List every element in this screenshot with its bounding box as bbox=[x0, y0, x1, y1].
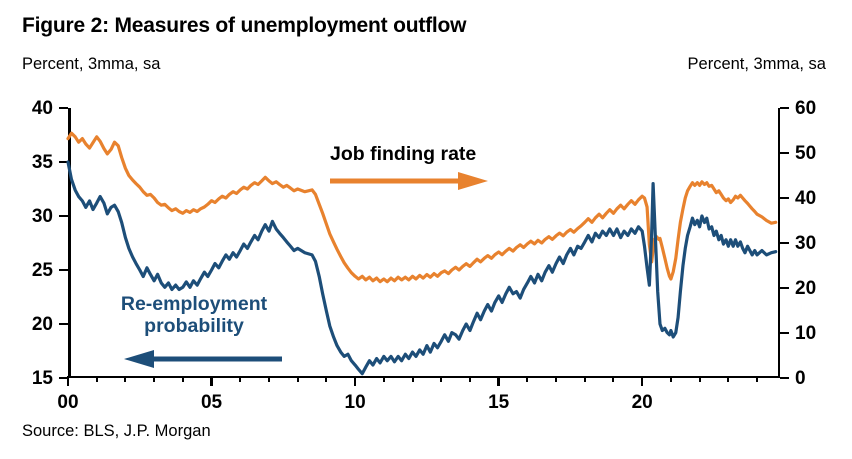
x-axis-minor-tick bbox=[555, 376, 558, 382]
x-axis-tick-label: 20 bbox=[631, 392, 653, 413]
x-axis-major-tick bbox=[640, 376, 644, 386]
left-axis-tick-label: 15 bbox=[31, 368, 53, 389]
right-axis-tick-label: 60 bbox=[795, 98, 817, 119]
job-finding-rate-arrow-icon bbox=[330, 172, 488, 190]
left-axis-tick-label: 25 bbox=[31, 260, 53, 281]
x-axis-tick-label: 00 bbox=[57, 392, 79, 413]
source-note: Source: BLS, J.P. Morgan bbox=[22, 422, 211, 440]
x-axis-minor-tick bbox=[698, 376, 701, 382]
right-axis-line bbox=[777, 108, 780, 378]
reemployment-probability-arrow-icon bbox=[124, 350, 282, 368]
series-line-job-finding-rate bbox=[66, 131, 778, 284]
right-axis-tick bbox=[780, 196, 789, 200]
x-axis-minor-tick bbox=[239, 376, 242, 382]
right-axis-tick-label: 50 bbox=[795, 143, 817, 164]
right-axis-tick-label: 40 bbox=[795, 188, 817, 209]
x-axis-minor-tick bbox=[612, 376, 615, 382]
x-axis-major-tick bbox=[66, 376, 70, 386]
x-axis-minor-tick bbox=[411, 376, 414, 382]
right-axis-tick bbox=[780, 286, 789, 290]
x-axis-minor-tick bbox=[95, 376, 98, 382]
left-axis-tick bbox=[59, 106, 68, 110]
right-axis-tick-label: 30 bbox=[795, 233, 817, 254]
figure-title: Figure 2: Measures of unemployment outfl… bbox=[22, 14, 467, 37]
left-axis-tick-label: 40 bbox=[31, 98, 53, 119]
x-axis-minor-tick bbox=[526, 376, 529, 382]
right-axis-tick-label: 20 bbox=[795, 278, 817, 299]
left-axis-tick-label: 20 bbox=[31, 314, 53, 335]
x-axis-minor-tick bbox=[181, 376, 184, 382]
right-axis-tick bbox=[780, 151, 789, 155]
left-axis-tick bbox=[59, 160, 68, 164]
x-axis-tick-label: 10 bbox=[344, 392, 366, 413]
right-axis-unit-label: Percent, 3mma, sa bbox=[687, 55, 826, 73]
left-axis-tick-label: 30 bbox=[31, 206, 53, 227]
right-axis-tick bbox=[780, 241, 789, 245]
right-axis-tick-label: 0 bbox=[795, 368, 806, 389]
right-axis-tick bbox=[780, 106, 789, 110]
left-axis-unit-label: Percent, 3mma, sa bbox=[22, 55, 161, 73]
x-axis-minor-tick bbox=[440, 376, 443, 382]
left-axis-tick bbox=[59, 322, 68, 326]
series-line-re-employment-probability bbox=[66, 160, 778, 376]
x-axis-minor-tick bbox=[296, 376, 299, 382]
left-axis-line bbox=[68, 108, 71, 378]
x-axis-major-tick bbox=[210, 376, 213, 386]
x-axis-minor-tick bbox=[325, 376, 328, 382]
bottom-axis-line bbox=[68, 375, 780, 378]
x-axis-major-tick bbox=[497, 376, 500, 386]
annotation-job-finding-rate: Job finding rate bbox=[330, 143, 477, 165]
x-axis-major-tick bbox=[353, 376, 357, 386]
left-axis-tick bbox=[59, 214, 68, 218]
x-axis-minor-tick bbox=[153, 376, 156, 382]
series-lines bbox=[66, 131, 778, 376]
annotation-reemployment-line1: Re-employment bbox=[120, 293, 268, 315]
annotation-reemployment-probability: Re-employment probability bbox=[104, 293, 284, 338]
x-axis-minor-tick bbox=[583, 376, 586, 382]
x-axis-minor-tick bbox=[669, 376, 672, 382]
left-axis-tick bbox=[59, 376, 68, 380]
x-axis-minor-tick bbox=[124, 376, 127, 382]
x-axis-minor-tick bbox=[267, 376, 270, 382]
x-axis-minor-tick bbox=[756, 376, 759, 382]
x-axis-minor-tick bbox=[727, 376, 730, 382]
x-axis-minor-tick bbox=[468, 376, 471, 382]
left-axis-tick bbox=[59, 268, 68, 272]
x-axis-minor-tick bbox=[382, 376, 385, 382]
right-axis-tick bbox=[780, 331, 789, 335]
left-axis-tick-label: 35 bbox=[31, 152, 53, 173]
x-axis-tick-label: 15 bbox=[488, 392, 510, 413]
right-axis-tick-label: 10 bbox=[795, 323, 817, 344]
plot-area: 15 20 25 30 35 40 0 10 20 30 40 50 60 00 05 10 15 20 Jo… bbox=[32, 99, 816, 413]
annotation-reemployment-line2: probability bbox=[144, 314, 244, 337]
x-axis-tick-label: 05 bbox=[200, 392, 223, 413]
right-axis-tick bbox=[780, 376, 789, 380]
